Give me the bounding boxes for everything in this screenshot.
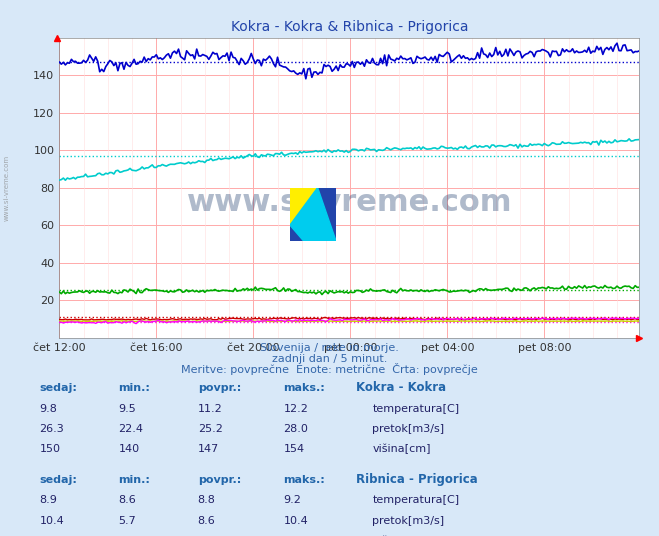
Text: povpr.:: povpr.: (198, 383, 241, 393)
Text: 154: 154 (283, 444, 304, 455)
Text: 8.8: 8.8 (198, 495, 215, 505)
Text: Slovenija / reke in morje.: Slovenija / reke in morje. (260, 343, 399, 353)
Text: temperatura[C]: temperatura[C] (372, 495, 459, 505)
Text: 25.2: 25.2 (198, 424, 223, 434)
Text: 10.4: 10.4 (40, 516, 65, 526)
Text: 8.6: 8.6 (198, 516, 215, 526)
Text: www.si-vreme.com: www.si-vreme.com (3, 154, 10, 221)
Text: 9.2: 9.2 (283, 495, 301, 505)
Text: pretok[m3/s]: pretok[m3/s] (372, 424, 444, 434)
Polygon shape (290, 188, 318, 225)
Text: maks.:: maks.: (283, 475, 325, 485)
Text: višina[cm]: višina[cm] (372, 444, 431, 455)
Text: pretok[m3/s]: pretok[m3/s] (372, 516, 444, 526)
Text: 26.3: 26.3 (40, 424, 65, 434)
Text: 5.7: 5.7 (119, 516, 136, 526)
Text: 12.2: 12.2 (283, 404, 308, 414)
Text: 147: 147 (198, 444, 219, 455)
Text: 8.9: 8.9 (40, 495, 57, 505)
Text: www.si-vreme.com: www.si-vreme.com (186, 188, 512, 217)
Text: min.:: min.: (119, 475, 150, 485)
Text: 28.0: 28.0 (283, 424, 308, 434)
Text: 22.4: 22.4 (119, 424, 144, 434)
Text: zadnji dan / 5 minut.: zadnji dan / 5 minut. (272, 354, 387, 364)
Text: temperatura[C]: temperatura[C] (372, 404, 459, 414)
Text: povpr.:: povpr.: (198, 475, 241, 485)
Text: 9.5: 9.5 (119, 404, 136, 414)
Text: 8.6: 8.6 (119, 495, 136, 505)
Polygon shape (290, 188, 336, 241)
Text: Kokra - Kokra: Kokra - Kokra (356, 381, 446, 394)
Text: 10.4: 10.4 (283, 516, 308, 526)
Title: Kokra - Kokra & Ribnica - Prigorica: Kokra - Kokra & Ribnica - Prigorica (231, 20, 468, 34)
Text: sedaj:: sedaj: (40, 475, 77, 485)
Text: Meritve: povprečne  Enote: metrične  Črta: povprečje: Meritve: povprečne Enote: metrične Črta:… (181, 362, 478, 375)
Text: sedaj:: sedaj: (40, 383, 77, 393)
Text: 9.8: 9.8 (40, 404, 57, 414)
Text: 11.2: 11.2 (198, 404, 223, 414)
Text: 150: 150 (40, 444, 61, 455)
Text: min.:: min.: (119, 383, 150, 393)
Text: 140: 140 (119, 444, 140, 455)
Text: Ribnica - Prigorica: Ribnica - Prigorica (356, 473, 478, 486)
Text: maks.:: maks.: (283, 383, 325, 393)
